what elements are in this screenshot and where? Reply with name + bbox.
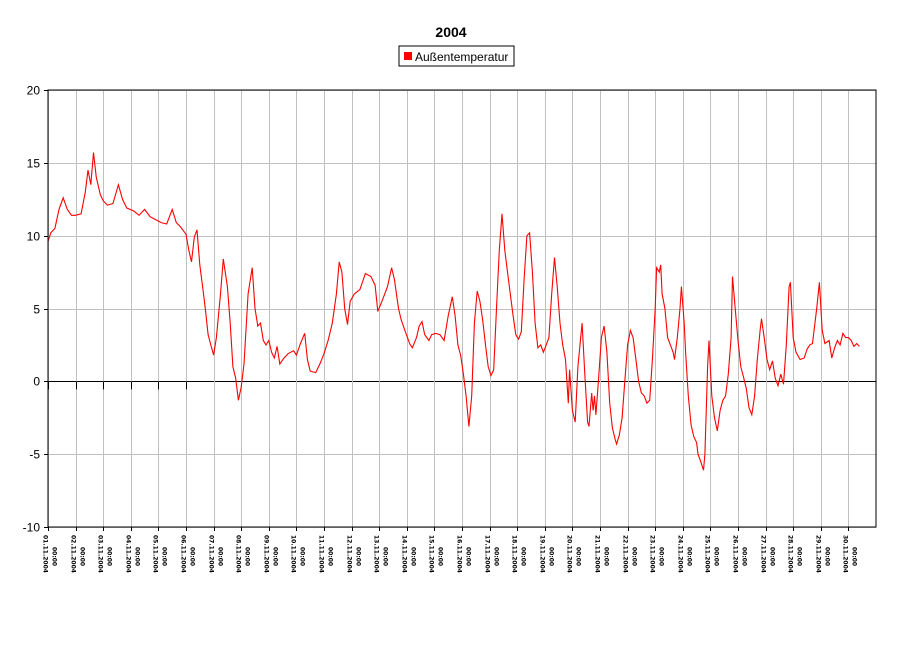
x-tick-label-time: 00:00	[382, 547, 389, 566]
x-tick-label-time: 00:00	[824, 547, 831, 566]
x-tick-label-date: 18.11.2004	[511, 535, 518, 573]
x-tick-label-date: 01.11.2004	[42, 535, 49, 573]
x-tick-label-date: 29.11.2004	[815, 535, 822, 573]
x-tick-label-time: 00:00	[161, 547, 168, 566]
x-tick-label-time: 00:00	[713, 547, 720, 566]
x-tick-label-date: 16.11.2004	[456, 535, 463, 573]
x-tick-label-time: 00:00	[851, 547, 858, 566]
y-tick-label: -5	[29, 448, 40, 462]
x-tick-label-time: 00:00	[106, 547, 113, 566]
x-tick-label-time: 00:00	[51, 547, 58, 566]
series-line-aussentemperatur	[47, 152, 860, 471]
x-tick-label-date: 26.11.2004	[732, 535, 739, 573]
x-axis: 01.11.2004 00:00 02.11.2004 00:00 03.11.2004…	[42, 527, 858, 573]
y-tick-label: 0	[33, 375, 40, 389]
x-tick-label-date: 06.11.2004	[180, 535, 187, 573]
x-tick-label-date: 12.11.2004	[346, 535, 353, 573]
x-tick-label-time: 00:00	[548, 547, 555, 566]
x-tick-label-time: 00:00	[575, 547, 582, 566]
legend-swatch	[404, 52, 412, 60]
y-tick-label: 20	[27, 84, 41, 98]
x-tick-label-date: 02.11.2004	[70, 535, 77, 573]
legend-box	[398, 45, 515, 67]
chart-title: 2004	[435, 24, 466, 40]
x-tick-label-date: 30.11.2004	[842, 535, 849, 573]
x-tick-label-time: 00:00	[327, 547, 334, 566]
grid	[48, 90, 876, 528]
x-tick-label-time: 00:00	[244, 547, 251, 566]
x-tick-label-date: 23.11.2004	[649, 535, 656, 573]
y-tick-label: 5	[33, 303, 40, 317]
x-tick-label-time: 00:00	[493, 547, 500, 566]
x-tick-label-time: 00:00	[437, 547, 444, 566]
x-tick-label-time: 00:00	[631, 547, 638, 566]
x-tick-label-date: 25.11.2004	[704, 535, 711, 573]
x-tick-label-date: 21.11.2004	[594, 535, 601, 573]
x-tick-label-time: 00:00	[134, 547, 141, 566]
legend-label: Außentemperatur	[415, 50, 508, 64]
x-tick-label-date: 22.11.2004	[622, 535, 629, 573]
x-tick-label-date: 17.11.2004	[484, 535, 491, 573]
x-tick-label-date: 04.11.2004	[125, 535, 132, 573]
x-tick-label-date: 19.11.2004	[539, 535, 546, 573]
y-axis: 20 15 10 5 0 -5 -10	[23, 84, 48, 535]
y-tick-label: 15	[27, 157, 41, 171]
x-tick-label-date: 14.11.2004	[401, 535, 408, 573]
legend: Außentemperatur	[398, 45, 515, 67]
x-tick-label-date: 15.11.2004	[428, 535, 435, 573]
x-tick-label-time: 00:00	[603, 547, 610, 566]
x-tick-label-time: 00:00	[299, 547, 306, 566]
x-tick-label-time: 00:00	[769, 547, 776, 566]
x-tick-label-time: 00:00	[465, 547, 472, 566]
x-tick-label-time: 00:00	[217, 547, 224, 566]
x-tick-label-time: 00:00	[741, 547, 748, 566]
x-tick-label-time: 00:00	[658, 547, 665, 566]
x-tick-label-date: 24.11.2004	[677, 535, 684, 573]
x-tick-label-date: 07.11.2004	[208, 535, 215, 573]
x-tick-label-time: 00:00	[79, 547, 86, 566]
x-tick-label-date: 03.11.2004	[97, 535, 104, 573]
x-tick-label-date: 08.11.2004	[235, 535, 242, 573]
x-tick-label-date: 10.11.2004	[290, 535, 297, 573]
x-tick-label-date: 20.11.2004	[566, 535, 573, 573]
x-tick-label-time: 00:00	[520, 547, 527, 566]
x-tick-label-date: 13.11.2004	[373, 535, 380, 573]
x-tick-label-time: 00:00	[796, 547, 803, 566]
y-tick-label: -10	[23, 521, 41, 535]
x-tick-label-date: 09.11.2004	[263, 535, 270, 573]
plot-area	[47, 89, 877, 528]
x-tick-label-time: 00:00	[686, 547, 693, 566]
x-tick-label-time: 00:00	[189, 547, 196, 566]
x-tick-label-date: 28.11.2004	[787, 535, 794, 573]
x-tick-label-time: 00:00	[355, 547, 362, 566]
x-tick-label-date: 27.11.2004	[760, 535, 767, 573]
y-tick-label: 10	[27, 230, 41, 244]
x-tick-label-time: 00:00	[410, 547, 417, 566]
x-tick-label-date: 11.11.2004	[318, 535, 325, 573]
x-tick-label-time: 00:00	[272, 547, 279, 566]
x-tick-label-date: 05.11.2004	[152, 535, 159, 573]
